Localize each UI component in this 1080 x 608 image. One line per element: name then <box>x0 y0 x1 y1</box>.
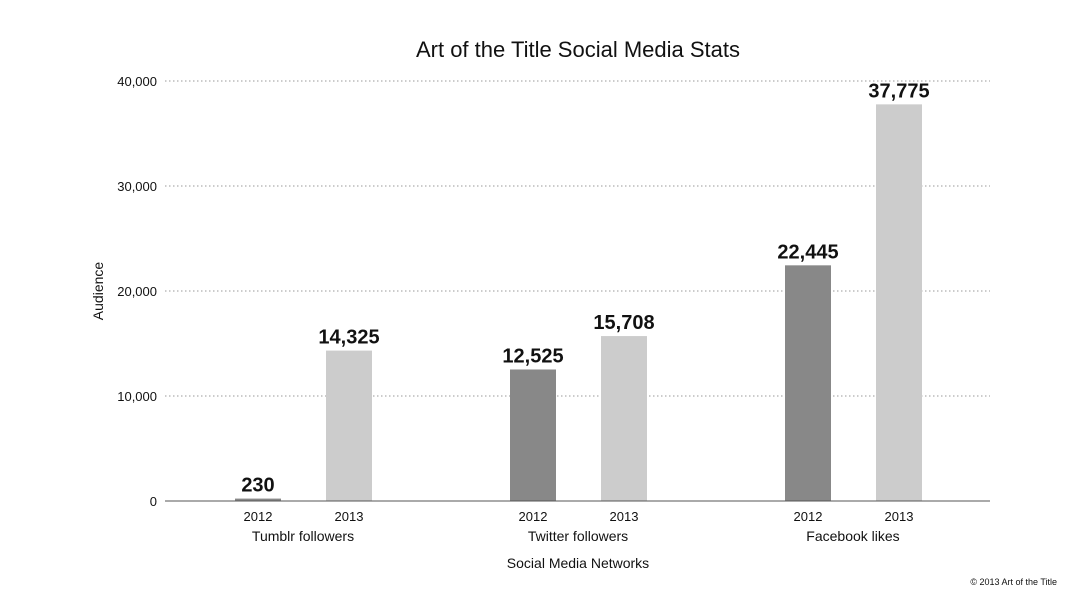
y-tick-label: 30,000 <box>117 179 157 194</box>
x-sub-tick-label: 2013 <box>610 509 639 524</box>
x-category-label: Twitter followers <box>528 528 628 544</box>
y-tick-label: 10,000 <box>117 389 157 404</box>
x-sub-tick-label: 2012 <box>244 509 273 524</box>
x-sub-tick-label: 2012 <box>519 509 548 524</box>
bar-value-label: 15,708 <box>593 312 654 334</box>
y-tick-label: 40,000 <box>117 74 157 89</box>
x-category-label: Facebook likes <box>806 528 899 544</box>
y-tick-label: 0 <box>150 494 157 509</box>
x-sub-tick-label: 2013 <box>335 509 364 524</box>
bars <box>235 104 922 502</box>
bar-value-label: 14,325 <box>318 327 379 349</box>
x-sub-tick-label: 2013 <box>885 509 914 524</box>
bar <box>235 498 281 501</box>
grid-layer <box>165 80 990 397</box>
y-axis-ticks: 0 10,000 20,000 30,000 40,000 <box>117 74 157 509</box>
x-axis-ticks: 2012 2013 Tumblr followers 2012 2013 Twitter … <box>244 509 914 544</box>
x-category-label: Tumblr followers <box>252 528 354 544</box>
bar-value-label: 230 <box>241 475 274 497</box>
bar-value-label: 12,525 <box>502 345 563 367</box>
copyright-text: © 2013 Art of the Title <box>970 577 1057 587</box>
chart-title: Art of the Title Social Media Stats <box>416 37 740 62</box>
y-tick-label: 20,000 <box>117 284 157 299</box>
x-axis-label: Social Media Networks <box>507 555 649 571</box>
bar <box>601 336 647 501</box>
bar <box>785 265 831 501</box>
bar <box>510 369 556 501</box>
bar-value-label: 37,775 <box>868 80 929 102</box>
y-axis-label: Audience <box>90 262 106 321</box>
bar <box>876 104 922 502</box>
value-labels: 230 14,325 12,525 15,708 22,445 37,775 <box>241 80 929 496</box>
bar <box>326 350 372 501</box>
x-sub-tick-label: 2012 <box>794 509 823 524</box>
bar-value-label: 22,445 <box>777 241 838 263</box>
